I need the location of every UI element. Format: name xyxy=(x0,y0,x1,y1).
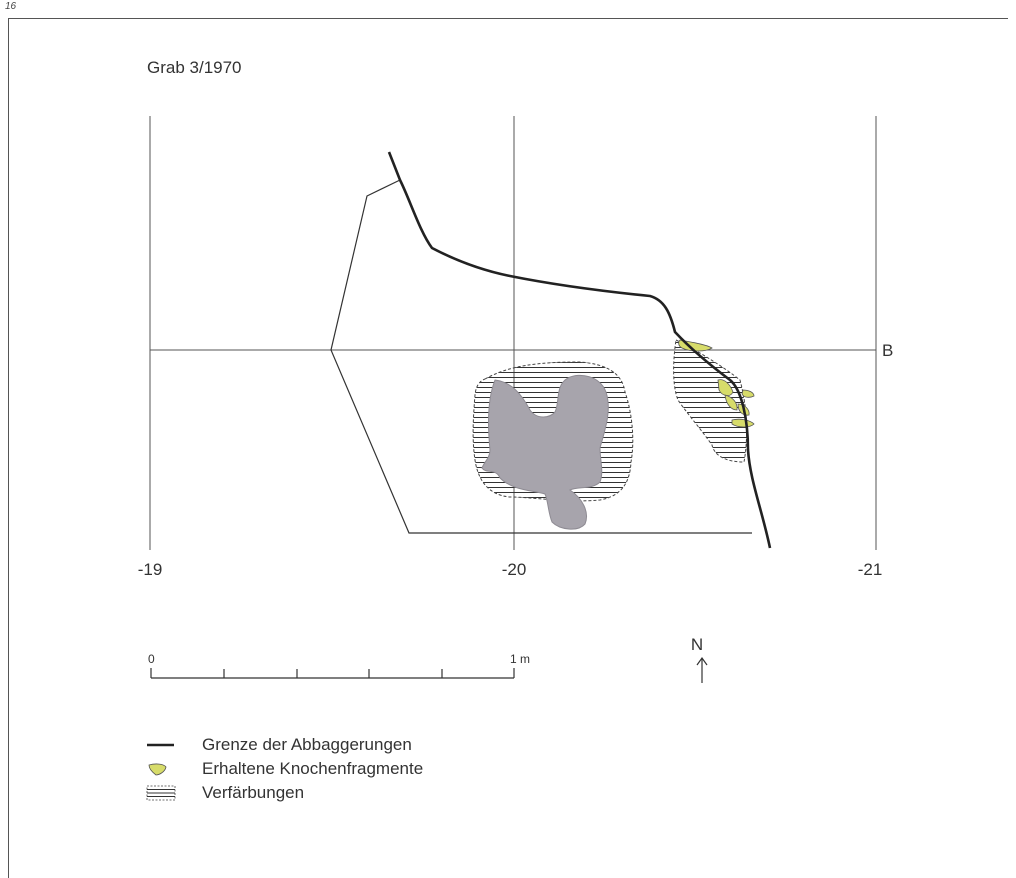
excavation-boundary xyxy=(387,151,772,549)
x-label-21: -21 xyxy=(858,560,883,579)
scale-bar xyxy=(150,668,515,679)
legend-item-boundary: Grenze der Abbaggerungen xyxy=(146,733,423,757)
legend-item-bone: Erhaltene Knochenfragmente xyxy=(146,757,423,781)
excavation-outline xyxy=(330,179,752,534)
x-label-19: -19 xyxy=(138,560,163,579)
figure-frame xyxy=(8,18,1008,878)
scale-start-label: 0 xyxy=(148,652,155,666)
bone-fragment-icon xyxy=(146,761,182,777)
stone-grey-area xyxy=(481,374,609,530)
legend: Grenze der Abbaggerungen Erhaltene Knoch… xyxy=(146,733,423,805)
bone-fragment xyxy=(731,418,755,428)
bone-fragment xyxy=(724,394,738,411)
legend-item-discoloration: Verfärbungen xyxy=(146,781,423,805)
legend-label: Grenze der Abbaggerungen xyxy=(202,735,412,754)
page-number: 16 xyxy=(5,1,17,12)
x-label-20: -20 xyxy=(502,560,527,579)
boundary-line-icon xyxy=(146,740,182,750)
bone-fragment xyxy=(741,389,755,398)
north-label: N xyxy=(691,635,703,654)
bone-fragment xyxy=(717,379,734,396)
row-label-b: B xyxy=(882,341,893,360)
figure-title: Grab 3/1970 xyxy=(147,58,242,77)
hatch-pattern-icon xyxy=(146,785,182,801)
scale-end-label: 1 m xyxy=(510,652,530,666)
north-arrow-icon xyxy=(696,656,708,683)
legend-label: Verfärbungen xyxy=(202,783,305,802)
legend-label: Erhaltene Knochenfragmente xyxy=(202,759,424,778)
discoloration-east xyxy=(673,339,748,463)
